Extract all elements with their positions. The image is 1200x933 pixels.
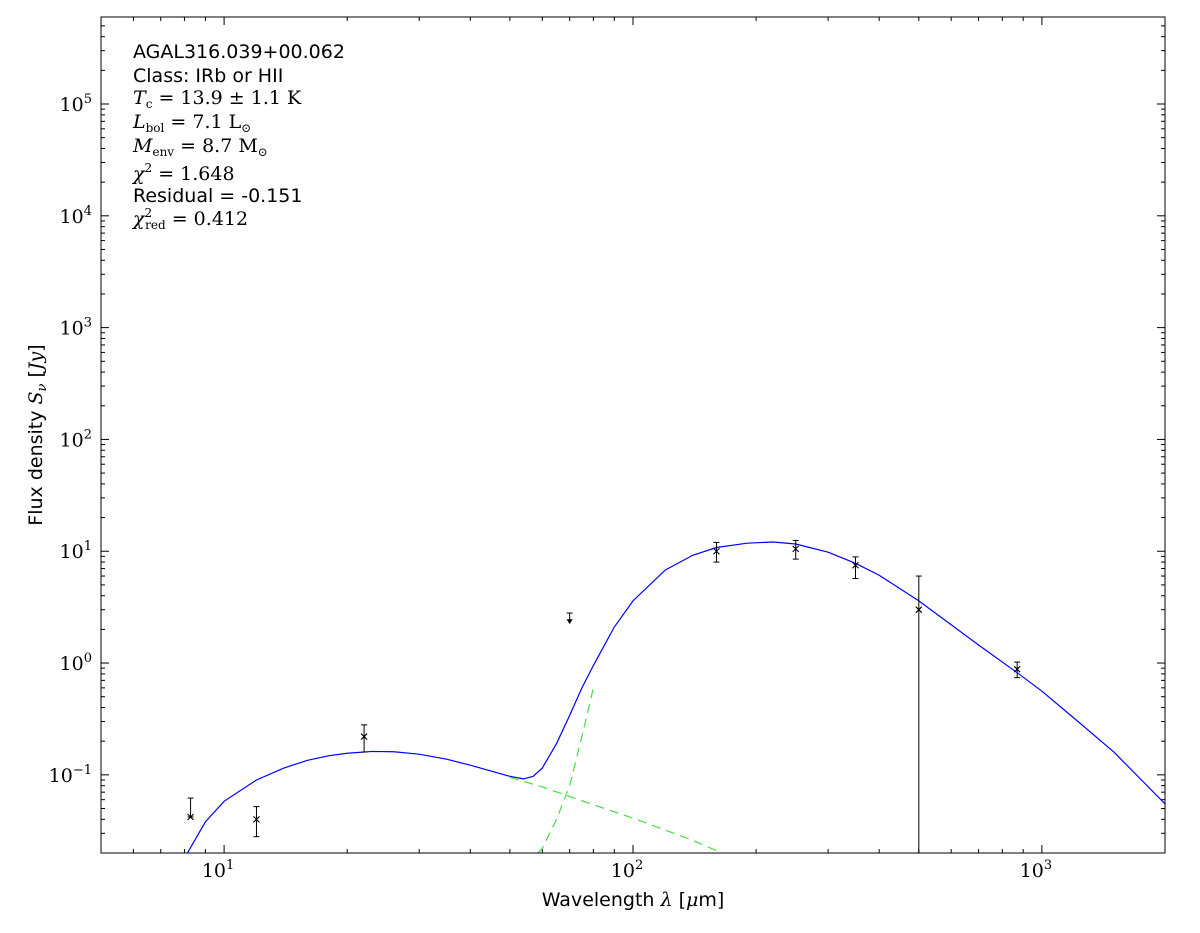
y-tick-label: 101	[60, 539, 92, 563]
source-name: AGAL316.039+00.062	[133, 41, 345, 63]
y-tick-label: 105	[60, 92, 92, 116]
data-marker	[187, 813, 194, 821]
annotation-block: AGAL316.039+00.062 Class: IRb or HII Tc …	[131, 41, 345, 232]
cold-component-curve	[537, 687, 594, 853]
y-tick-label: 104	[60, 204, 92, 228]
data-point	[187, 797, 194, 821]
total-curve	[186, 541, 1165, 853]
axis-tick-labels: 101 102 103 10−1 100 101 102 103 104 105	[49, 92, 1053, 882]
x-tick-label: 102	[611, 858, 643, 882]
luminosity-label: Lbol = 7.1 L⊙	[132, 111, 251, 135]
x-tick-label: 103	[1020, 858, 1052, 882]
mass-label: Menv = 8.7 M⊙	[132, 135, 268, 159]
data-point	[713, 541, 720, 563]
chi2-label: χ2 = 1.648	[131, 161, 235, 185]
data-marker	[713, 547, 720, 555]
axis-ticks	[100, 16, 1166, 854]
y-tick-label: 103	[60, 316, 92, 340]
data-marker	[915, 606, 923, 614]
x-axis-label: Wavelength λ [μm]	[542, 889, 725, 911]
data-point	[852, 556, 859, 580]
temperature-label: Tc = 13.9 ± 1.1 K	[133, 87, 302, 111]
y-tick-label: 100	[60, 651, 92, 675]
data-marker	[253, 815, 260, 823]
data-marker	[1013, 665, 1021, 673]
data-point	[253, 806, 260, 838]
warm-component-curve	[509, 776, 717, 852]
residual-label: Residual = -0.151	[133, 185, 303, 207]
data-marker	[360, 733, 368, 740]
upper-limit-point	[566, 612, 573, 625]
y-tick-label: 102	[60, 427, 92, 451]
data-points	[187, 539, 1021, 853]
data-point	[1013, 661, 1021, 679]
plot-area	[101, 17, 1165, 853]
y-tick-label: 10−1	[49, 763, 92, 787]
data-point	[915, 575, 923, 853]
data-point	[792, 539, 800, 560]
x-tick-label: 101	[202, 858, 234, 882]
upper-limit-arrow	[566, 619, 573, 625]
model-curves	[186, 541, 1165, 853]
data-point	[360, 724, 368, 753]
y-axis-label: Flux density Sν [Jy]	[25, 344, 50, 525]
data-marker	[852, 561, 859, 569]
data-marker	[792, 545, 800, 553]
chi2-reduced-label: χ2 red = 0.412	[131, 206, 248, 232]
plot-frame	[100, 16, 1166, 854]
source-class: Class: IRb or HII	[133, 65, 283, 87]
